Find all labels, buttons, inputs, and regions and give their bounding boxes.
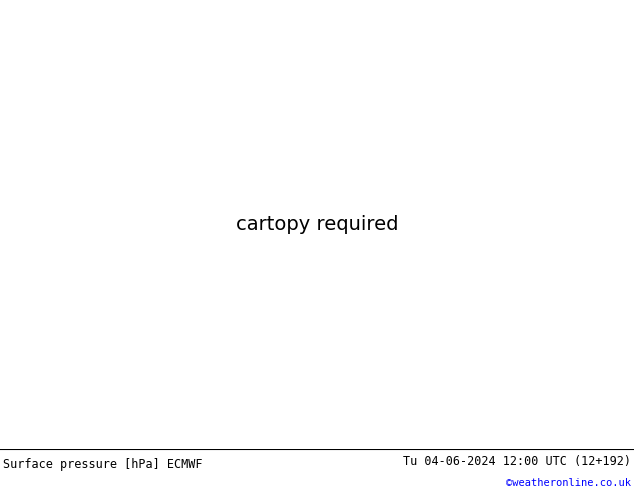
Text: Tu 04-06-2024 12:00 UTC (12+192): Tu 04-06-2024 12:00 UTC (12+192) xyxy=(403,455,631,468)
Text: Surface pressure [hPa] ECMWF: Surface pressure [hPa] ECMWF xyxy=(3,458,203,471)
Text: cartopy required: cartopy required xyxy=(236,215,398,234)
Text: ©weatheronline.co.uk: ©weatheronline.co.uk xyxy=(506,478,631,488)
